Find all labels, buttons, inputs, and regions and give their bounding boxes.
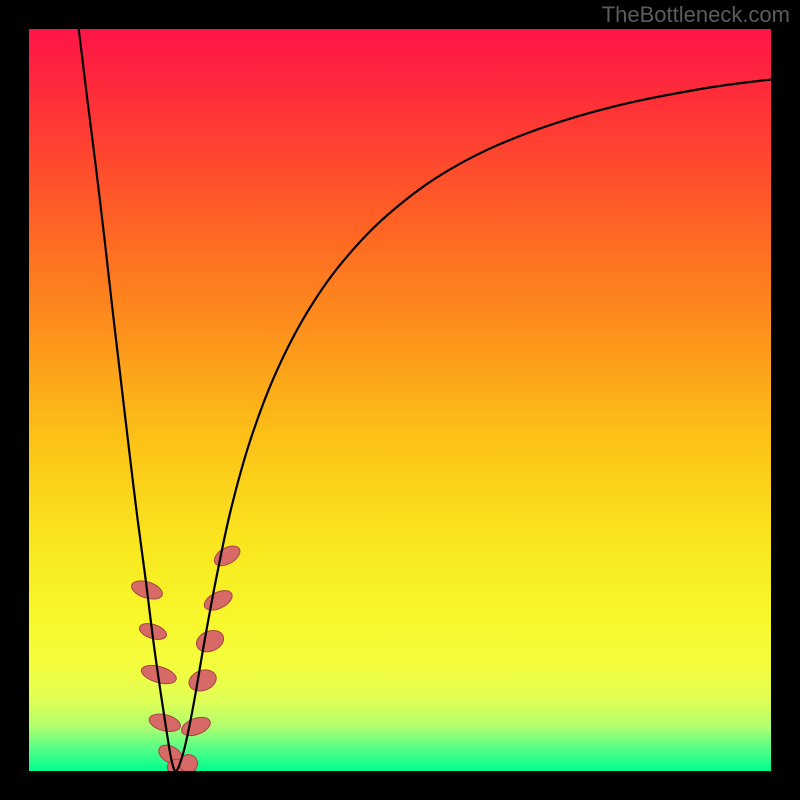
data-marker: [186, 666, 219, 694]
data-marker: [179, 714, 213, 739]
bottleneck-curve: [79, 29, 771, 771]
curve-layer: [29, 29, 771, 771]
data-marker: [201, 587, 235, 615]
plot-area: [29, 29, 771, 771]
data-marker: [211, 542, 243, 570]
watermark-text: TheBottleneck.com: [602, 2, 790, 28]
data-marker: [193, 627, 226, 656]
